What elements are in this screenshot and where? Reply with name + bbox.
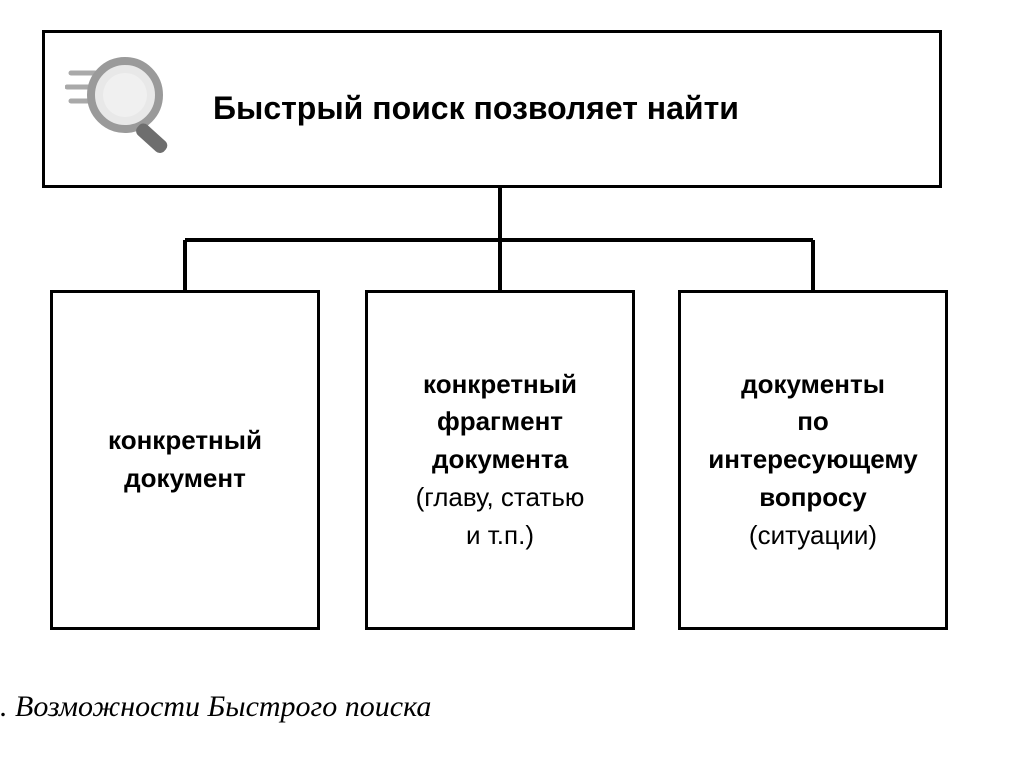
diagram-root: Быстрый поиск позволяет найти . Возможно…: [0, 0, 1024, 768]
child-box-2: конкретныйфрагментдокумента(главу, стать…: [365, 290, 635, 630]
child-line: фрагмент: [416, 403, 585, 441]
header-box: Быстрый поиск позволяет найти: [42, 30, 942, 188]
child-line: интересующему: [708, 441, 917, 479]
caption-text: . Возможности Быстрого поиска: [0, 690, 431, 724]
child-line: (главу, статью: [416, 479, 585, 517]
child-line: документы: [708, 366, 917, 404]
child-box-1: конкретныйдокумент: [50, 290, 320, 630]
child-text: конкретныйфрагментдокумента(главу, стать…: [416, 366, 585, 554]
child-text: документыпоинтересующемувопросу(ситуации…: [708, 366, 917, 554]
child-line: (ситуации): [708, 517, 917, 555]
child-line: по: [708, 403, 917, 441]
child-line: конкретный: [108, 422, 262, 460]
child-line: конкретный: [416, 366, 585, 404]
child-line: документ: [108, 460, 262, 498]
header-title: Быстрый поиск позволяет найти: [213, 91, 739, 126]
magnifier-icon: [65, 47, 185, 172]
child-line: вопросу: [708, 479, 917, 517]
child-box-3: документыпоинтересующемувопросу(ситуации…: [678, 290, 948, 630]
child-line: документа: [416, 441, 585, 479]
child-text: конкретныйдокумент: [108, 422, 262, 497]
child-line: и т.п.): [416, 517, 585, 555]
